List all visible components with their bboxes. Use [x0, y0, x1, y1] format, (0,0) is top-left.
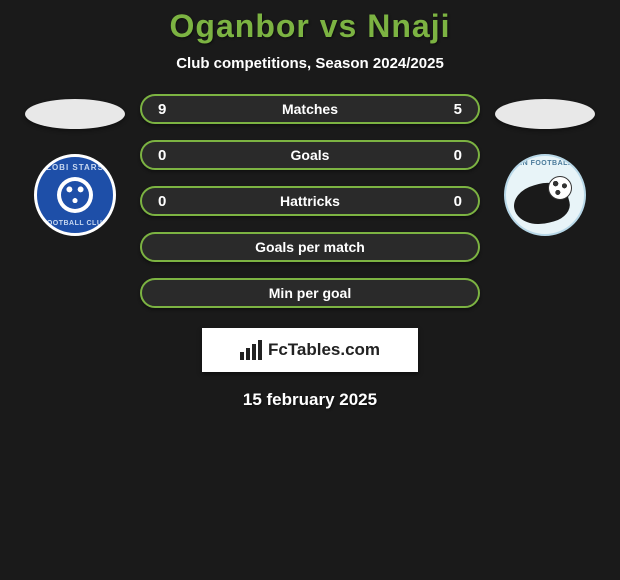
stat-left-value: 9 [158, 101, 166, 118]
subtitle: Club competitions, Season 2024/2025 [0, 55, 620, 72]
team-right-column: PHIN FOOTBALL C [490, 94, 600, 236]
comparison-widget: Oganbor vs Nnaji Club competitions, Seas… [0, 0, 620, 410]
stat-label: Goals per match [255, 239, 365, 255]
stat-label: Goals [291, 147, 330, 163]
stats-column: 9 Matches 5 0 Goals 0 0 Hattricks 0 Goals per mat… [140, 94, 480, 308]
brand-text: FcTables.com [268, 340, 380, 360]
team-left-logo: LOBI STARS FOOTBALL CLUB [34, 154, 116, 236]
stat-right-value: 0 [454, 147, 462, 164]
stat-right-value: 5 [454, 101, 462, 118]
team-right-logo: PHIN FOOTBALL C [504, 154, 586, 236]
chart-icon [240, 340, 262, 360]
stat-bar-hattricks: 0 Hattricks 0 [140, 186, 480, 216]
stat-right-value: 0 [454, 193, 462, 210]
stat-bar-goals: 0 Goals 0 [140, 140, 480, 170]
stat-label: Hattricks [280, 193, 340, 209]
stat-left-value: 0 [158, 193, 166, 210]
stat-label: Matches [282, 101, 338, 117]
date-text: 15 february 2025 [0, 390, 620, 410]
stat-label: Min per goal [269, 285, 351, 301]
player-token-right [495, 99, 595, 129]
player-token-left [25, 99, 125, 129]
brand-badge[interactable]: FcTables.com [202, 328, 418, 372]
team-left-logo-text-bottom: FOOTBALL CLUB [42, 220, 108, 227]
main-row: LOBI STARS FOOTBALL CLUB 9 Matches 5 0 Goals… [0, 94, 620, 308]
team-right-logo-text: PHIN FOOTBALL C [509, 160, 580, 167]
ball-icon [548, 176, 572, 200]
stat-bar-min-per-goal: Min per goal [140, 278, 480, 308]
stat-bar-goals-per-match: Goals per match [140, 232, 480, 262]
stat-left-value: 0 [158, 147, 166, 164]
team-left-logo-text-top: LOBI STARS [46, 163, 104, 172]
page-title: Oganbor vs Nnaji [0, 8, 620, 45]
team-left-column: LOBI STARS FOOTBALL CLUB [20, 94, 130, 236]
stat-bar-matches: 9 Matches 5 [140, 94, 480, 124]
